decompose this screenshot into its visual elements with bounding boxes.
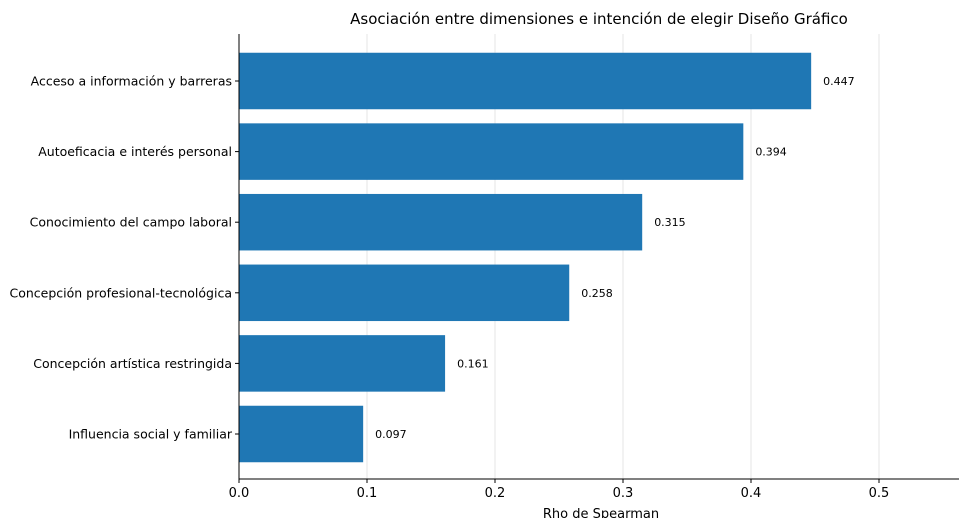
category-label: Influencia social y familiar	[69, 427, 233, 442]
x-axis-label: Rho de Spearman	[543, 507, 659, 518]
bar	[239, 123, 744, 180]
bar	[239, 264, 570, 322]
bar	[239, 193, 643, 251]
bar-value-label: 0.315	[654, 216, 686, 229]
bar-value-label: 0.161	[457, 357, 489, 370]
x-tick-label: 0.3	[613, 486, 634, 501]
category-label: Conocimiento del campo laboral	[30, 215, 232, 230]
category-label: Autoeficacia e interés personal	[38, 144, 232, 159]
data-labels: 0.447 0.394 0.315 0.258 0.161 0.097	[375, 75, 854, 441]
category-label: Concepción profesional-tecnológica	[9, 285, 232, 300]
bar	[239, 52, 812, 110]
bar-value-label: 0.258	[581, 287, 613, 300]
bar-value-label: 0.394	[755, 146, 787, 159]
bars	[239, 52, 812, 463]
category-label: Concepción artística restringida	[33, 356, 232, 371]
x-axis-ticks: 0.0 0.1 0.2 0.3 0.4 0.5	[229, 479, 890, 501]
y-axis-ticks: Acceso a información y barreras Autoefica…	[9, 74, 239, 442]
bar-value-label: 0.097	[375, 428, 407, 441]
bar-value-label: 0.447	[823, 75, 855, 88]
bar	[239, 335, 446, 392]
bar	[239, 405, 364, 463]
x-tick-label: 0.2	[485, 486, 506, 501]
x-tick-label: 0.4	[741, 486, 762, 501]
chart-title: Asociación entre dimensiones e intención…	[350, 10, 848, 28]
x-tick-label: 0.1	[357, 486, 378, 501]
x-tick-label: 0.0	[229, 486, 250, 501]
x-tick-label: 0.5	[869, 486, 890, 501]
category-label: Acceso a información y barreras	[31, 74, 232, 89]
